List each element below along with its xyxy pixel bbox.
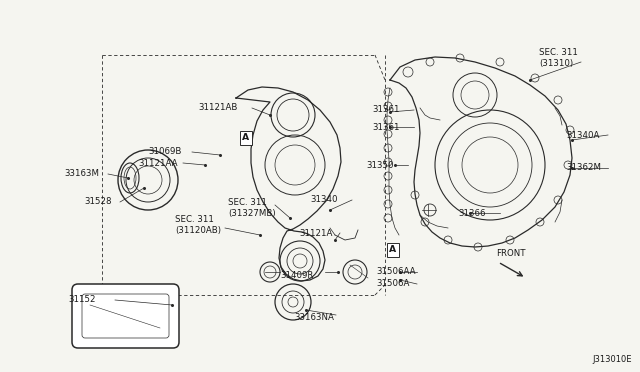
Text: 31362M: 31362M	[566, 164, 601, 173]
Text: 31361: 31361	[372, 106, 399, 115]
Text: 31350: 31350	[366, 160, 394, 170]
Text: 31361: 31361	[372, 122, 399, 131]
Text: 31528: 31528	[84, 198, 111, 206]
Text: 31366: 31366	[458, 208, 486, 218]
Text: 31069B: 31069B	[148, 148, 181, 157]
Text: 33163M: 33163M	[64, 170, 99, 179]
Text: 31506A: 31506A	[376, 279, 410, 289]
Text: 31409R: 31409R	[280, 270, 314, 279]
Text: FRONT: FRONT	[496, 249, 525, 258]
Text: 33163NA: 33163NA	[294, 314, 334, 323]
Text: 31121A: 31121A	[299, 228, 332, 237]
Text: 31121AB: 31121AB	[198, 103, 237, 112]
Text: A: A	[243, 134, 250, 142]
Text: 31340A: 31340A	[566, 131, 600, 140]
Text: A: A	[389, 246, 397, 254]
Text: 31121AA: 31121AA	[138, 158, 177, 167]
Text: SEC. 311
(31120AB): SEC. 311 (31120AB)	[175, 215, 221, 235]
Text: J313010E: J313010E	[593, 355, 632, 364]
Text: 31152: 31152	[68, 295, 95, 305]
Text: SEC. 311
(31327MB): SEC. 311 (31327MB)	[228, 198, 276, 218]
FancyBboxPatch shape	[72, 284, 179, 348]
Text: 31340: 31340	[310, 196, 337, 205]
Text: 31506AA: 31506AA	[376, 267, 415, 276]
Text: SEC. 311
(31310): SEC. 311 (31310)	[539, 48, 578, 68]
